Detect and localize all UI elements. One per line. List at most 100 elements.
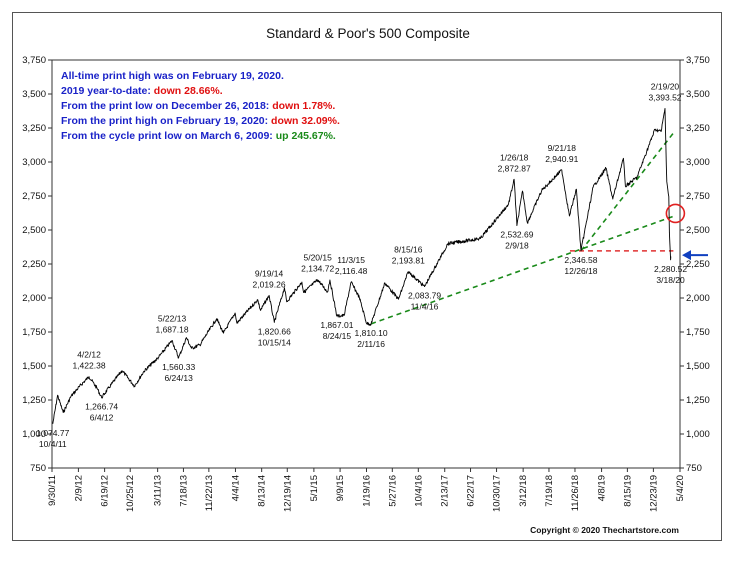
x-tick-label: 3/12/18 (518, 475, 529, 507)
chart-title: Standard & Poor's 500 Composite (266, 26, 470, 41)
y-tick-label-right: 2,750 (686, 191, 710, 202)
annotation-date: 2/19/20 (651, 81, 680, 91)
y-axis-right: 750 1,000 1,250 1,500 1,750 2,000 2,250 2,500 2,… (680, 55, 710, 474)
annotation-value: 1,867.01 (320, 320, 353, 330)
x-tick-label: 2/9/12 (73, 475, 84, 501)
info-line: All-time print high was on February 19, … (61, 70, 284, 82)
annotation-value: 1,820.66 (258, 326, 291, 336)
annotation-date: 4/2/12 (77, 350, 101, 360)
x-tick-label: 10/4/16 (413, 475, 424, 507)
annotation-value: 2,193.81 (392, 256, 425, 266)
info-segment: All-time print high was on February 19, … (61, 70, 284, 82)
info-segment: From the cycle print low on March 6, 200… (61, 130, 276, 142)
annotation-value: 2,134.72 (301, 264, 334, 274)
y-tick-label-left: 2,000 (22, 293, 46, 304)
x-tick-label: 2/13/17 (440, 475, 451, 507)
x-tick-label: 1/19/16 (362, 475, 373, 507)
y-tick-label-right: 2,500 (686, 225, 710, 236)
y-tick-label-right: 1,250 (686, 395, 710, 406)
x-tick-label: 3/11/13 (153, 475, 164, 506)
x-tick-label: 12/19/14 (282, 475, 293, 512)
info-box: All-time print high was on February 19, … (61, 70, 340, 142)
info-segment: down 32.09%. (271, 115, 340, 127)
annotation-value: 2,346.58 (564, 255, 597, 265)
annotation-value: 2,019.26 (253, 279, 286, 289)
info-line: From the print low on December 26, 2018:… (61, 100, 335, 112)
trendline (580, 130, 676, 252)
x-tick-label: 5/4/20 (675, 475, 686, 501)
annotation-date: 2/9/18 (505, 241, 529, 251)
annotation-value: 2,532.69 (500, 230, 533, 240)
annotation-date: 2/11/16 (357, 339, 385, 349)
x-tick-label: 11/26/18 (570, 475, 581, 511)
annotation-value: 2,280.52 (654, 264, 687, 274)
trendlines (370, 130, 676, 325)
annotation-date: 8/15/16 (394, 245, 423, 255)
y-axis-left: 750 1,000 1,250 1,500 1,750 2,000 2,250 2,500 2,… (22, 55, 52, 474)
y-tick-label-right: 3,750 (686, 55, 710, 66)
price-line (52, 108, 672, 424)
info-line: From the cycle print low on March 6, 200… (61, 130, 336, 142)
annotation-date: 11/3/15 (337, 255, 365, 265)
y-tick-label-left: 3,250 (22, 123, 46, 134)
x-tick-label: 7/19/18 (544, 475, 555, 507)
annotation-date: 5/20/15 (303, 253, 332, 263)
y-tick-label-left: 3,500 (22, 89, 46, 100)
annotation-value: 2,872.87 (498, 163, 531, 173)
y-tick-label-right: 1,500 (686, 361, 710, 372)
info-line: From the print high on February 19, 2020… (61, 115, 340, 127)
x-tick-label: 10/25/12 (125, 475, 136, 512)
annotation-date: 5/22/13 (158, 314, 187, 324)
copyright-text: Copyright © 2020 Thechartstore.com (530, 525, 679, 535)
info-segment: up 245.67%. (276, 130, 336, 142)
y-tick-label-left: 3,000 (22, 157, 46, 168)
x-tick-label: 9/9/15 (335, 475, 346, 501)
y-tick-label-left: 1,500 (22, 361, 46, 372)
annotation-date: 3/18/20 (656, 275, 685, 285)
annotation-value: 3,393.52 (648, 92, 681, 102)
annotation-value: 1,074.77 (36, 428, 69, 438)
annotation-date: 6/24/13 (164, 373, 193, 383)
x-tick-label: 11/22/13 (204, 475, 215, 511)
y-tick-label-left: 2,250 (22, 259, 46, 270)
highlight-circle (665, 203, 686, 224)
x-tick-label: 8/15/19 (622, 475, 633, 507)
y-tick-label-right: 1,750 (686, 327, 710, 338)
annotation-value: 1,810.10 (355, 328, 388, 338)
y-tick-label-right: 3,250 (686, 123, 710, 134)
annotation-date: 10/15/14 (258, 337, 291, 347)
annotation-value: 1,422.38 (72, 361, 105, 371)
x-axis: 9/30/11 2/9/12 6/19/12 10/25/12 3/11/13 7/18/… (47, 468, 686, 512)
y-tick-label-right: 3,500 (686, 89, 710, 100)
annotation-date: 11/4/16 (411, 302, 439, 312)
annotation-value: 2,116.48 (335, 266, 368, 276)
x-tick-label: 10/30/17 (492, 475, 503, 512)
annotation-value: 2,940.91 (545, 154, 578, 164)
y-tick-label-left: 2,750 (22, 191, 46, 202)
annotation-date: 9/19/14 (255, 268, 284, 278)
pointer-arrow-head (682, 250, 691, 261)
annotation-value: 1,560.33 (162, 362, 195, 372)
x-tick-label: 4/8/19 (597, 475, 608, 501)
price-series (52, 108, 672, 424)
y-tick-label-right: 2,000 (686, 293, 710, 304)
annotation-value: 1,687.18 (155, 325, 188, 335)
annotation-value: 2,083.79 (408, 291, 441, 301)
x-tick-label: 6/22/17 (466, 475, 477, 507)
x-tick-label: 7/18/13 (178, 475, 189, 507)
y-tick-label-left: 1,750 (22, 327, 46, 338)
x-tick-label: 6/19/12 (100, 475, 111, 507)
info-segment: down 28.66%. (154, 85, 223, 97)
info-segment: From the print high on February 19, 2020… (61, 115, 271, 127)
x-tick-label: 4/4/14 (230, 475, 241, 501)
info-line: 2019 year-to-date: down 28.66%. (61, 85, 223, 97)
annotation-date: 1/26/18 (500, 152, 529, 162)
y-tick-label-right: 750 (686, 463, 702, 474)
info-segment: From the print low on December 26, 2018: (61, 100, 272, 112)
chart-frame: Standard & Poor's 500 Composite 750 1,000… (12, 12, 722, 541)
annotation-date: 10/4/11 (39, 439, 67, 449)
y-tick-label-left: 750 (30, 463, 46, 474)
x-tick-label: 5/1/15 (309, 475, 320, 501)
y-tick-label-right: 3,000 (686, 157, 710, 168)
x-tick-label: 5/27/16 (387, 475, 398, 507)
